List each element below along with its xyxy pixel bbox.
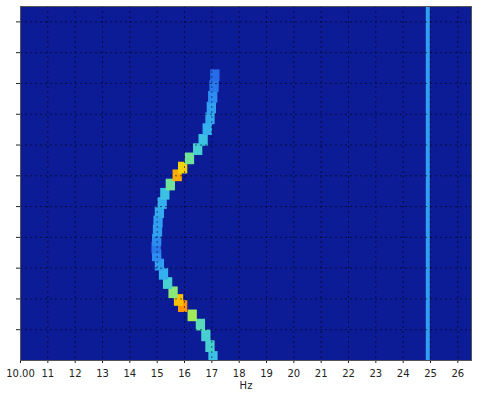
svg-text:11: 11: [41, 368, 54, 379]
svg-text:Hz: Hz: [240, 380, 253, 391]
svg-text:18: 18: [233, 368, 246, 379]
svg-text:10.00: 10.00: [6, 368, 35, 379]
svg-text:19: 19: [260, 368, 273, 379]
svg-text:25: 25: [424, 368, 437, 379]
svg-text:12: 12: [69, 368, 82, 379]
svg-text:13: 13: [96, 368, 109, 379]
svg-text:17: 17: [205, 368, 218, 379]
svg-text:20: 20: [287, 368, 300, 379]
svg-text:15: 15: [151, 368, 164, 379]
svg-text:14: 14: [123, 368, 136, 379]
svg-text:23: 23: [369, 368, 382, 379]
svg-text:16: 16: [178, 368, 191, 379]
svg-text:24: 24: [397, 368, 410, 379]
svg-text:26: 26: [451, 368, 464, 379]
svg-text:21: 21: [315, 368, 328, 379]
svg-text:22: 22: [342, 368, 355, 379]
